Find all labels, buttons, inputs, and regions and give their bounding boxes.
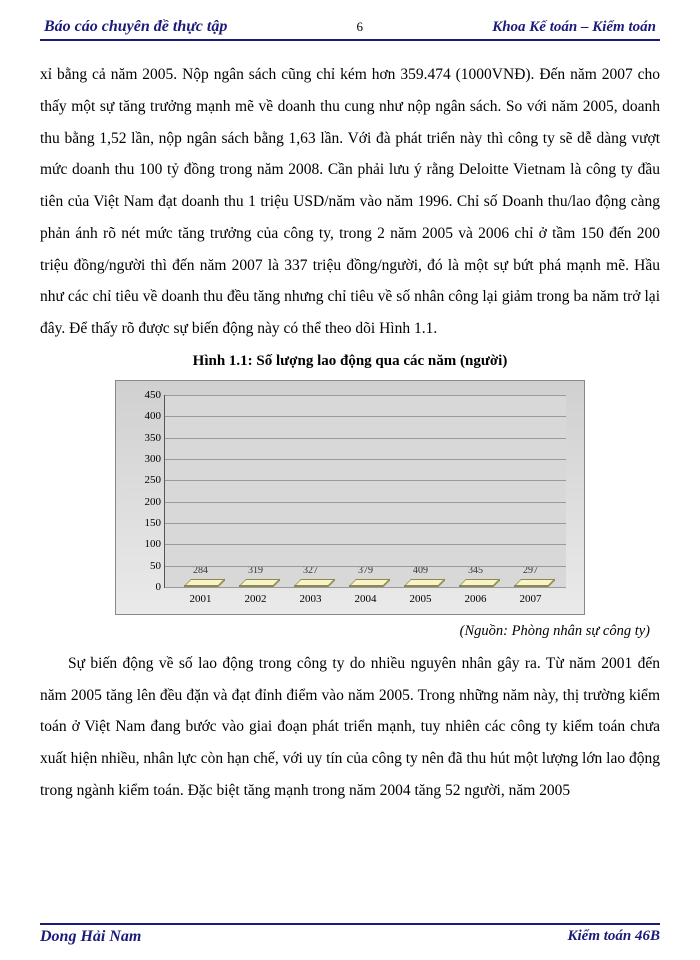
bar-chart: 2842001319200232720033792004409200534520… [115, 380, 585, 615]
footer-right: Kiểm toán 46B [567, 928, 660, 946]
x-axis-label: 2003 [300, 593, 322, 605]
gridline [165, 438, 566, 439]
header-right: Khoa Kế toán – Kiểm toán [492, 19, 656, 36]
paragraph-2: Sự biến động về số lao động trong công t… [40, 648, 660, 807]
y-axis-label: 400 [133, 410, 161, 422]
y-axis-label: 250 [133, 474, 161, 486]
body-text: xỉ bằng cả năm 2005. Nộp ngân sách cũng … [40, 59, 660, 345]
y-axis-label: 200 [133, 496, 161, 508]
x-axis-label: 2002 [245, 593, 267, 605]
y-axis-label: 150 [133, 517, 161, 529]
chart-title: Hình 1.1: Số lượng lao động qua các năm … [40, 353, 660, 370]
gridline [165, 459, 566, 460]
x-axis-label: 2001 [190, 593, 212, 605]
page-number: 6 [357, 19, 364, 35]
page-header: Báo cáo chuyên đề thực tập 6 Khoa Kế toá… [40, 18, 660, 41]
gridline [165, 416, 566, 417]
page-footer: Dong Hải Nam Kiểm toán 46B [40, 923, 660, 946]
gridline [165, 395, 566, 396]
gridline [165, 502, 566, 503]
x-axis-label: 2007 [520, 593, 542, 605]
y-axis-label: 300 [133, 453, 161, 465]
chart-plot-area: 2842001319200232720033792004409200534520… [164, 395, 566, 588]
gridline [165, 544, 566, 545]
header-left: Báo cáo chuyên đề thực tập [44, 18, 227, 36]
gridline [165, 523, 566, 524]
x-axis-label: 2004 [355, 593, 377, 605]
gridline [165, 566, 566, 567]
y-axis-label: 50 [133, 560, 161, 572]
body-text-2: Sự biến động về số lao động trong công t… [40, 648, 660, 807]
y-axis-label: 450 [133, 389, 161, 401]
chart-bars: 2842001319200232720033792004409200534520… [165, 395, 566, 587]
paragraph-1: xỉ bằng cả năm 2005. Nộp ngân sách cũng … [40, 59, 660, 345]
y-axis-label: 350 [133, 432, 161, 444]
y-axis-label: 0 [133, 581, 161, 593]
y-axis-label: 100 [133, 538, 161, 550]
x-axis-label: 2006 [465, 593, 487, 605]
gridline [165, 587, 566, 588]
footer-left: Dong Hải Nam [40, 928, 141, 946]
x-axis-label: 2005 [410, 593, 432, 605]
chart-source: (Nguồn: Phòng nhân sự công ty) [40, 623, 650, 640]
gridline [165, 480, 566, 481]
